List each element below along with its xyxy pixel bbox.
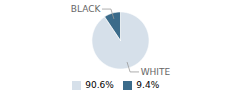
svg-text:WHITE: WHITE <box>141 67 171 77</box>
html-text:9.4%: 9.4% <box>136 80 160 90</box>
html-text:90.6%: 90.6% <box>85 80 114 90</box>
svg-text:BLACK: BLACK <box>71 4 102 14</box>
